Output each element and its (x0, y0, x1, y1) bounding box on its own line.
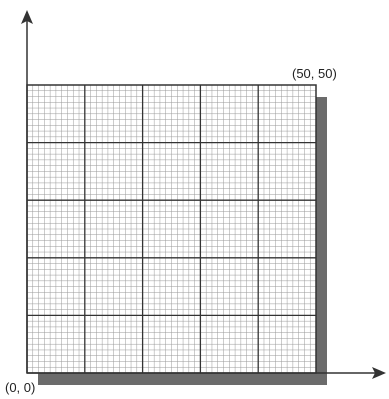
origin-label: (0, 0) (5, 380, 35, 395)
major-grid-lines (27, 85, 316, 373)
top-right-corner-label: (50, 50) (292, 66, 337, 81)
minor-grid-lines (27, 85, 316, 373)
